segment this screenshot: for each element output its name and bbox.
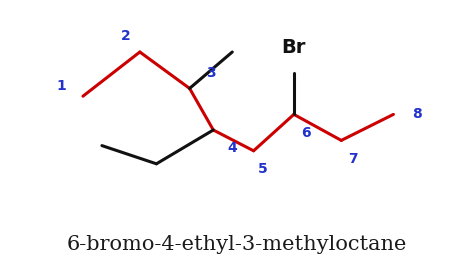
Text: 2: 2 — [121, 29, 130, 43]
Text: 6-bromo-4-ethyl-3-methyloctane: 6-bromo-4-ethyl-3-methyloctane — [67, 235, 407, 254]
Text: 1: 1 — [57, 79, 66, 93]
Text: 7: 7 — [348, 152, 358, 166]
Text: 3: 3 — [206, 66, 216, 80]
Text: Br: Br — [282, 38, 306, 57]
Text: 5: 5 — [258, 162, 268, 176]
Text: 4: 4 — [228, 141, 237, 155]
Text: 6: 6 — [301, 126, 310, 140]
Text: 8: 8 — [412, 107, 422, 121]
